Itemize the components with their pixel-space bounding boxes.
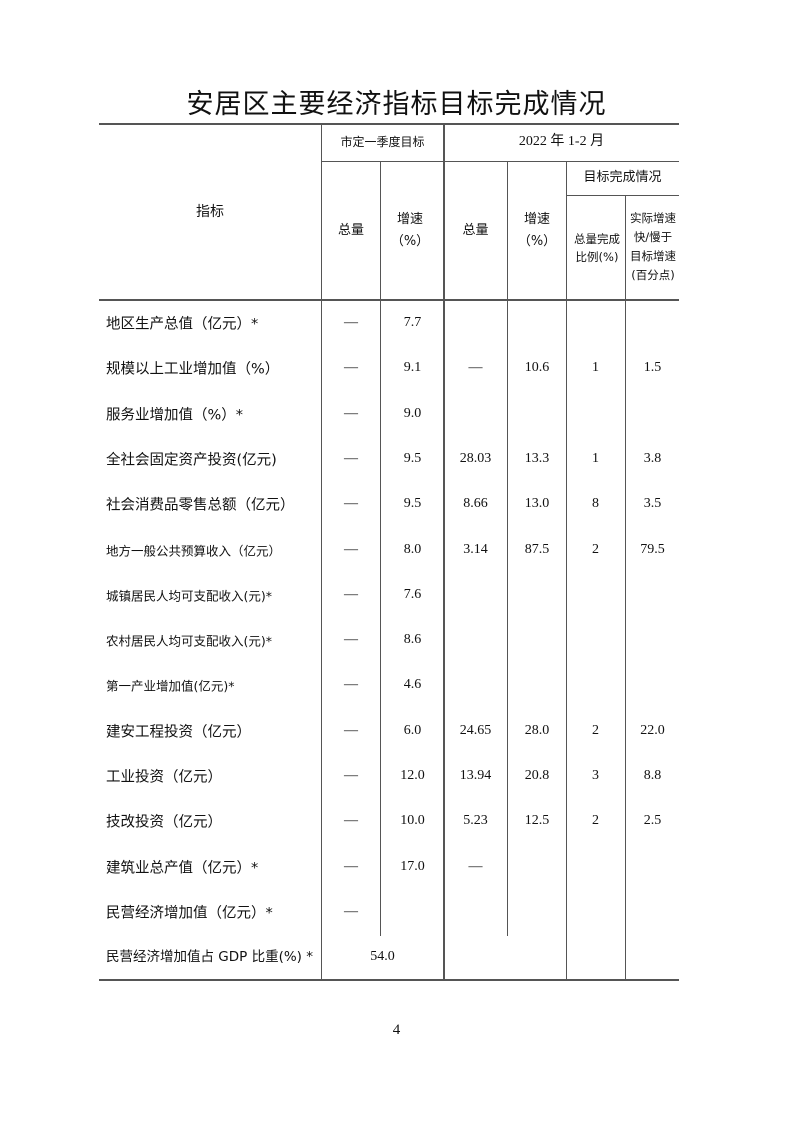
last-row-target: 54.0 bbox=[370, 949, 395, 964]
row-label: 服务业增加值（%）* bbox=[106, 407, 244, 424]
cell-t-total: — bbox=[344, 858, 358, 874]
cell-a-growth: 10.6 bbox=[524, 360, 550, 376]
cell-ratio: 1 bbox=[592, 360, 599, 376]
column-rule bbox=[443, 123, 445, 980]
cell-ratio: 1 bbox=[592, 450, 599, 466]
table-bottom-rule bbox=[99, 979, 679, 981]
cell-t-growth: 10.0 bbox=[400, 813, 425, 829]
cell-t-growth: 8.0 bbox=[403, 541, 422, 557]
row-label: 社会消费品零售总额（亿元） bbox=[106, 497, 295, 514]
cell-t-growth: 7.7 bbox=[403, 315, 422, 330]
row-label: 全社会固定资产投资(亿元) bbox=[106, 452, 277, 469]
cell-t-total: — bbox=[344, 813, 358, 829]
rule bbox=[322, 161, 679, 162]
cell-diff: 3.5 bbox=[643, 496, 662, 512]
cell-t-total: — bbox=[344, 677, 358, 693]
cell-diff: 2.5 bbox=[643, 813, 662, 829]
cell-t-total: — bbox=[344, 496, 358, 512]
page-title: 安居区主要经济指标目标完成情况 bbox=[186, 89, 607, 120]
cell-ratio: 8 bbox=[592, 496, 599, 512]
row-label: 地方一般公共预算收入（亿元） bbox=[106, 543, 282, 558]
cell-t-total: — bbox=[344, 541, 358, 557]
cell-t-growth: 6.0 bbox=[403, 722, 422, 738]
row-label: 建筑业总产值（亿元）* bbox=[106, 860, 259, 877]
column-rule bbox=[380, 161, 381, 936]
table-top-rule bbox=[99, 123, 679, 125]
column-rule bbox=[507, 161, 508, 936]
cell-ratio: 3 bbox=[592, 768, 599, 783]
cell-a-total: 8.66 bbox=[463, 496, 488, 512]
cell-a-growth: 13.3 bbox=[524, 450, 550, 466]
row-label: 建安工程投资（亿元） bbox=[106, 724, 251, 741]
cell-t-total: — bbox=[344, 315, 358, 330]
cell-t-total: — bbox=[344, 722, 358, 738]
cell-t-growth: 9.5 bbox=[403, 450, 422, 466]
cell-t-growth: 9.5 bbox=[403, 496, 422, 512]
cell-ratio: 2 bbox=[592, 813, 599, 829]
column-rule bbox=[625, 195, 626, 980]
cell-diff: 22.0 bbox=[640, 722, 665, 738]
rule bbox=[566, 195, 679, 196]
cell-a-total: 13.94 bbox=[459, 768, 492, 783]
cell-t-total: — bbox=[344, 450, 358, 466]
cell-t-growth: 9.1 bbox=[403, 360, 422, 376]
cell-diff: 8.8 bbox=[643, 768, 662, 783]
header-city-target: 市定一季度目标 bbox=[340, 135, 425, 149]
cell-a-growth: 20.8 bbox=[524, 768, 550, 783]
cell-a-growth: 12.5 bbox=[524, 813, 550, 829]
row-label: 农村居民人均可支配收入(元)* bbox=[106, 633, 273, 649]
cell-a-growth: 13.0 bbox=[524, 496, 550, 512]
cell-a-total: 28.03 bbox=[459, 450, 492, 466]
header-total: 总量 bbox=[337, 223, 364, 238]
row-label: 技改投资（亿元） bbox=[106, 814, 222, 831]
header-growth: 增速（%） bbox=[390, 212, 430, 249]
cell-a-total: — bbox=[468, 858, 483, 874]
cell-ratio: 2 bbox=[592, 722, 599, 738]
header-ratio: 总量完成比例(%) bbox=[574, 232, 620, 264]
row-label: 地区生产总值（亿元）* bbox=[106, 316, 259, 333]
cell-t-growth: 7.6 bbox=[403, 586, 422, 602]
cell-t-total: — bbox=[344, 768, 358, 783]
cell-diff: 79.5 bbox=[640, 541, 665, 557]
cell-t-total: — bbox=[344, 586, 358, 602]
cell-diff: 1.5 bbox=[643, 360, 662, 376]
row-label: 第一产业增加值(亿元)* bbox=[106, 678, 235, 694]
header-target-completion: 目标完成情况 bbox=[583, 170, 662, 185]
page-number: 4 bbox=[392, 1022, 401, 1038]
last-row-label: 民营经济增加值占 GDP 比重(%) * bbox=[106, 949, 313, 965]
cell-diff: 3.8 bbox=[643, 450, 662, 466]
cell-t-growth: 9.0 bbox=[403, 405, 422, 421]
cell-t-growth: 12.0 bbox=[400, 768, 425, 783]
cell-a-total: — bbox=[468, 360, 483, 376]
row-label: 城镇居民人均可支配收入(元)* bbox=[106, 588, 273, 604]
row-label: 工业投资（亿元） bbox=[106, 769, 222, 786]
cell-t-growth: 17.0 bbox=[400, 858, 425, 874]
cell-t-total: — bbox=[344, 903, 358, 919]
column-rule bbox=[321, 123, 322, 980]
column-rule bbox=[566, 161, 567, 980]
cell-t-total: — bbox=[344, 360, 358, 376]
row-label: 民营经济增加值（亿元）* bbox=[106, 905, 273, 922]
cell-ratio: 2 bbox=[592, 541, 599, 557]
header-bottom-rule bbox=[99, 299, 679, 301]
cell-a-total: 24.65 bbox=[459, 722, 492, 738]
cell-a-total: 5.23 bbox=[463, 813, 488, 829]
cell-a-growth: 28.0 bbox=[524, 722, 550, 738]
cell-t-growth: 4.6 bbox=[403, 677, 422, 693]
header-diff: 实际增速快/慢于目标增速(百分点) bbox=[630, 211, 676, 282]
header-period: 2022 年 1-2 月 bbox=[518, 134, 605, 149]
header-total2: 总量 bbox=[462, 223, 489, 238]
cell-a-total: 3.14 bbox=[463, 541, 488, 557]
cell-a-growth: 87.5 bbox=[524, 541, 550, 557]
header-growth2: 增速（%） bbox=[517, 212, 557, 249]
cell-t-growth: 8.6 bbox=[403, 632, 422, 648]
row-label: 规模以上工业增加值（%） bbox=[106, 361, 280, 378]
header-indicator: 指标 bbox=[196, 204, 224, 220]
cell-t-total: — bbox=[344, 632, 358, 648]
cell-t-total: — bbox=[344, 405, 358, 421]
